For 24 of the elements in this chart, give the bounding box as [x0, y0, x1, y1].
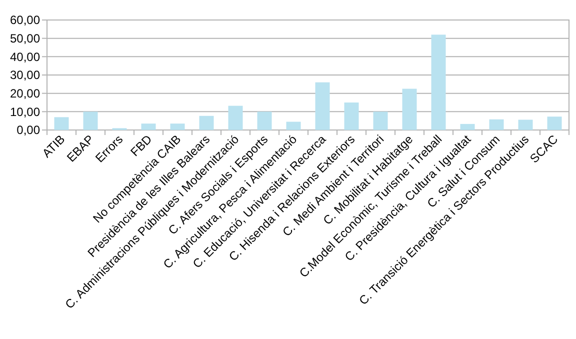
bar — [199, 116, 214, 130]
bar — [431, 34, 446, 130]
y-tick-label: 0,00 — [16, 123, 40, 138]
y-tick-label: 30,00 — [10, 68, 40, 82]
bar — [141, 124, 156, 130]
bar — [83, 112, 98, 130]
y-tick-label: 20,00 — [10, 86, 40, 101]
bar — [489, 119, 504, 130]
bar — [402, 88, 417, 130]
bar — [344, 102, 359, 130]
bar — [286, 122, 301, 130]
bar — [54, 117, 69, 130]
bar — [257, 112, 272, 130]
bar — [228, 106, 243, 130]
bar — [315, 82, 330, 130]
bar — [373, 112, 388, 130]
bar — [170, 124, 185, 130]
bar — [547, 116, 562, 130]
bar — [460, 124, 475, 130]
bar — [518, 120, 533, 130]
y-tick-label: 50,00 — [10, 32, 40, 46]
y-tick-label: 40,00 — [10, 50, 40, 64]
y-tick-label: 10,00 — [10, 104, 40, 119]
y-tick-label: 60,00 — [10, 13, 40, 28]
